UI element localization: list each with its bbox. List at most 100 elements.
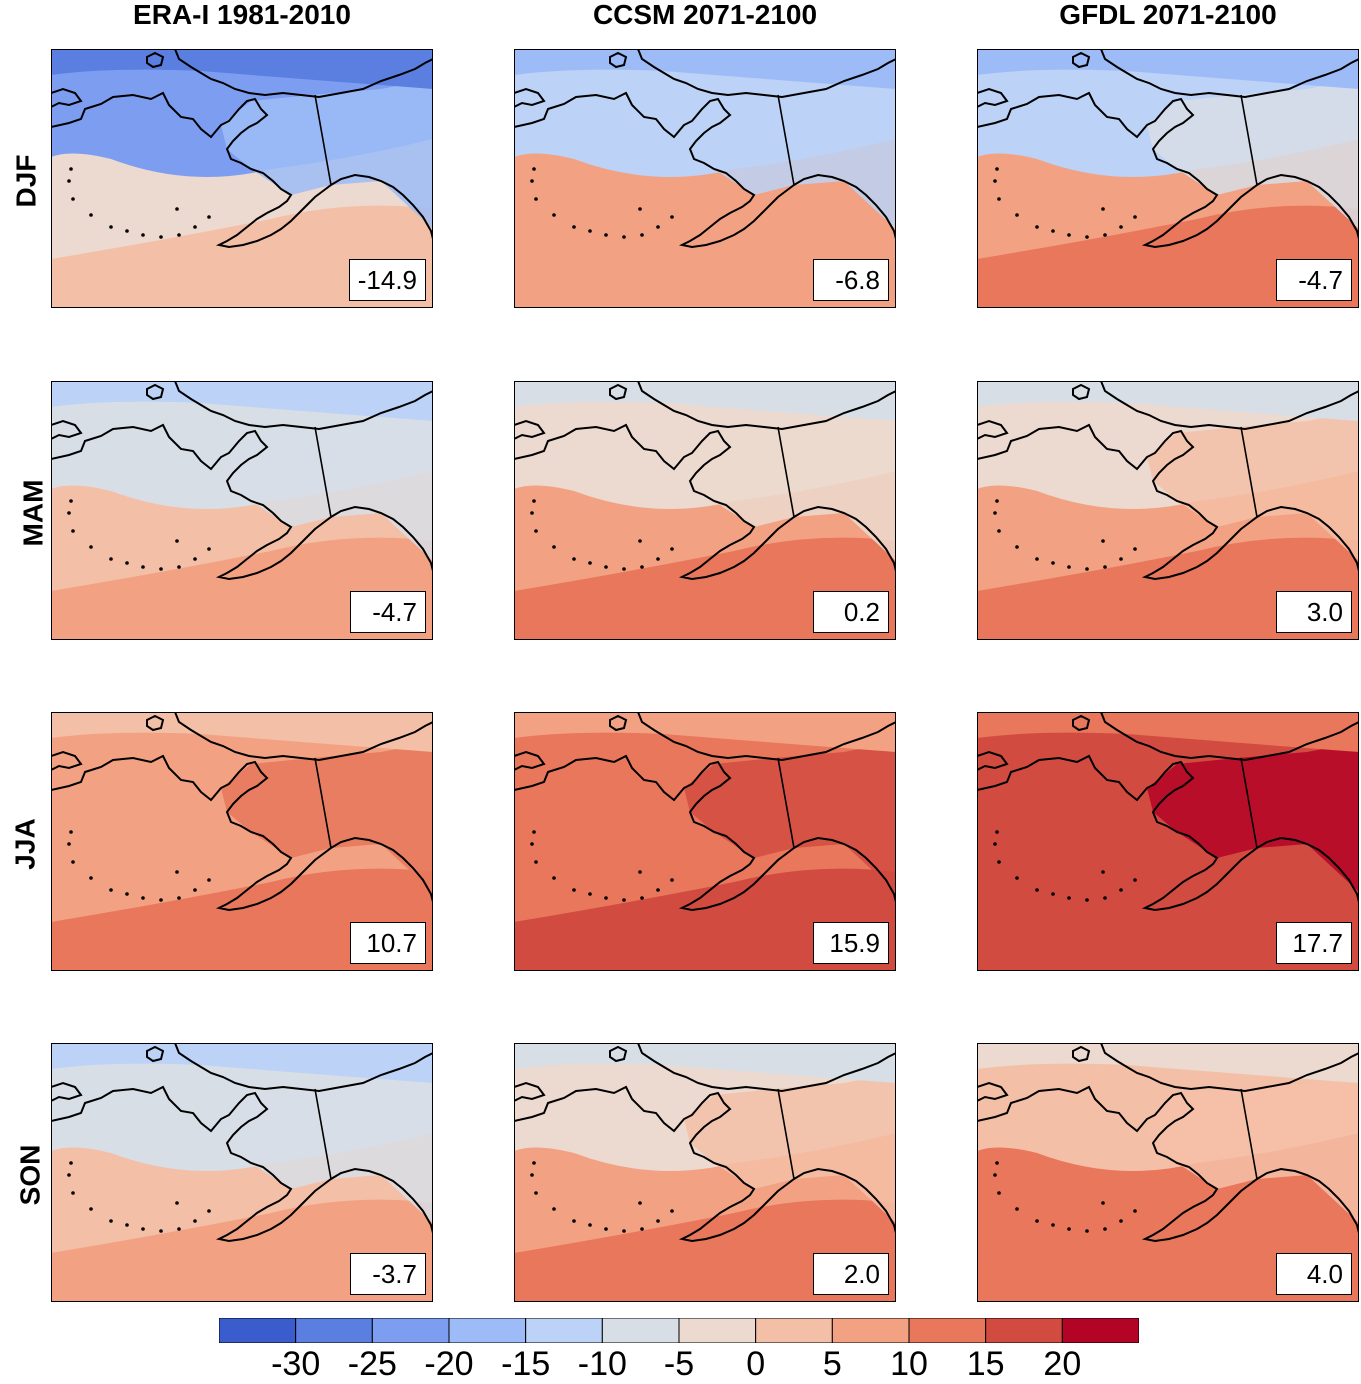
island (125, 1223, 129, 1227)
island (1101, 1201, 1105, 1205)
regional-mean-label: -14.9 (348, 259, 426, 301)
island (71, 197, 75, 201)
island (1085, 567, 1089, 571)
island (177, 1227, 181, 1231)
island (109, 557, 113, 561)
island (1101, 207, 1105, 211)
island (604, 1227, 608, 1231)
island (552, 545, 556, 549)
colorbar-tick-label: -10 (577, 1345, 627, 1383)
island (638, 1201, 642, 1205)
island (622, 1229, 626, 1233)
southern-ocean-field (51, 1199, 433, 1302)
island (638, 870, 642, 874)
coastline (51, 49, 433, 249)
island (141, 896, 145, 900)
colorbar-swatch (371, 1318, 450, 1343)
island (670, 878, 674, 882)
island (1085, 1229, 1089, 1233)
island (552, 1207, 556, 1211)
island (640, 565, 644, 569)
island (993, 511, 997, 515)
colorbar-swatch (678, 1318, 757, 1343)
island (71, 1191, 75, 1195)
island (588, 892, 592, 896)
island (638, 539, 642, 543)
colorbar-swatch (985, 1318, 1063, 1343)
island (604, 565, 608, 569)
island (997, 860, 1001, 864)
coastline (51, 712, 433, 912)
row-title-label: MAM (17, 479, 49, 546)
interior-land-field (684, 1073, 896, 1223)
island (1103, 233, 1107, 237)
island (159, 567, 163, 571)
island (1101, 870, 1105, 874)
island (1015, 876, 1019, 880)
island (193, 225, 197, 229)
island (1101, 539, 1105, 543)
colorbar-swatch (448, 1318, 527, 1343)
interior-land-field (684, 742, 896, 892)
island (993, 1173, 997, 1177)
map-panel: -4.7 (977, 49, 1359, 308)
island (1119, 225, 1123, 229)
coastline (514, 49, 896, 249)
island (89, 1207, 93, 1211)
island (1085, 235, 1089, 239)
panel-frame (51, 49, 433, 308)
southern-ocean-field (514, 868, 896, 971)
island (993, 179, 997, 183)
map-panel: 0.2 (514, 381, 896, 640)
island (207, 1209, 211, 1213)
island (1103, 565, 1107, 569)
island (1051, 892, 1055, 896)
southern-ocean-field (977, 868, 1359, 971)
southern-ocean-field (51, 205, 433, 308)
southern-ocean-field (514, 205, 896, 308)
us-canada-border (1240, 1088, 1258, 1180)
island (530, 511, 534, 515)
colorbar-swatch (831, 1318, 910, 1343)
us-canada-border (314, 757, 332, 849)
island (534, 197, 538, 201)
panel-frame (51, 1043, 433, 1302)
island (640, 896, 644, 900)
island (572, 1219, 576, 1223)
island (109, 888, 113, 892)
island (1067, 1227, 1071, 1231)
us-canada-border (314, 426, 332, 518)
island (1133, 547, 1137, 551)
colorbar-tick-label: 20 (1043, 1345, 1082, 1383)
island (588, 1223, 592, 1227)
us-canada-border (777, 1088, 795, 1180)
us-canada-border (1240, 426, 1258, 518)
map-panel: 2.0 (514, 1043, 896, 1302)
island (1015, 1207, 1019, 1211)
island (995, 1161, 999, 1165)
island (622, 567, 626, 571)
island (1051, 229, 1055, 233)
map-panel: 3.0 (977, 381, 1359, 640)
colorbar-swatch (908, 1318, 987, 1343)
regional-mean-label: 2.0 (813, 1253, 889, 1295)
interior-land-field (1147, 1073, 1359, 1223)
island (69, 167, 73, 171)
island (993, 842, 997, 846)
map-panel: 10.7 (51, 712, 433, 971)
island (1133, 215, 1137, 219)
temperature-map (977, 381, 1359, 640)
coastline (977, 1043, 1359, 1243)
island (1015, 545, 1019, 549)
island (159, 235, 163, 239)
island (532, 1161, 536, 1165)
map-panel: 15.9 (514, 712, 896, 971)
island (995, 830, 999, 834)
island (552, 876, 556, 880)
colorbar-swatch (219, 1318, 297, 1343)
island (1103, 896, 1107, 900)
panel-frame (514, 1043, 896, 1302)
island (69, 830, 73, 834)
island (1085, 898, 1089, 902)
interior-land-field (684, 411, 896, 561)
